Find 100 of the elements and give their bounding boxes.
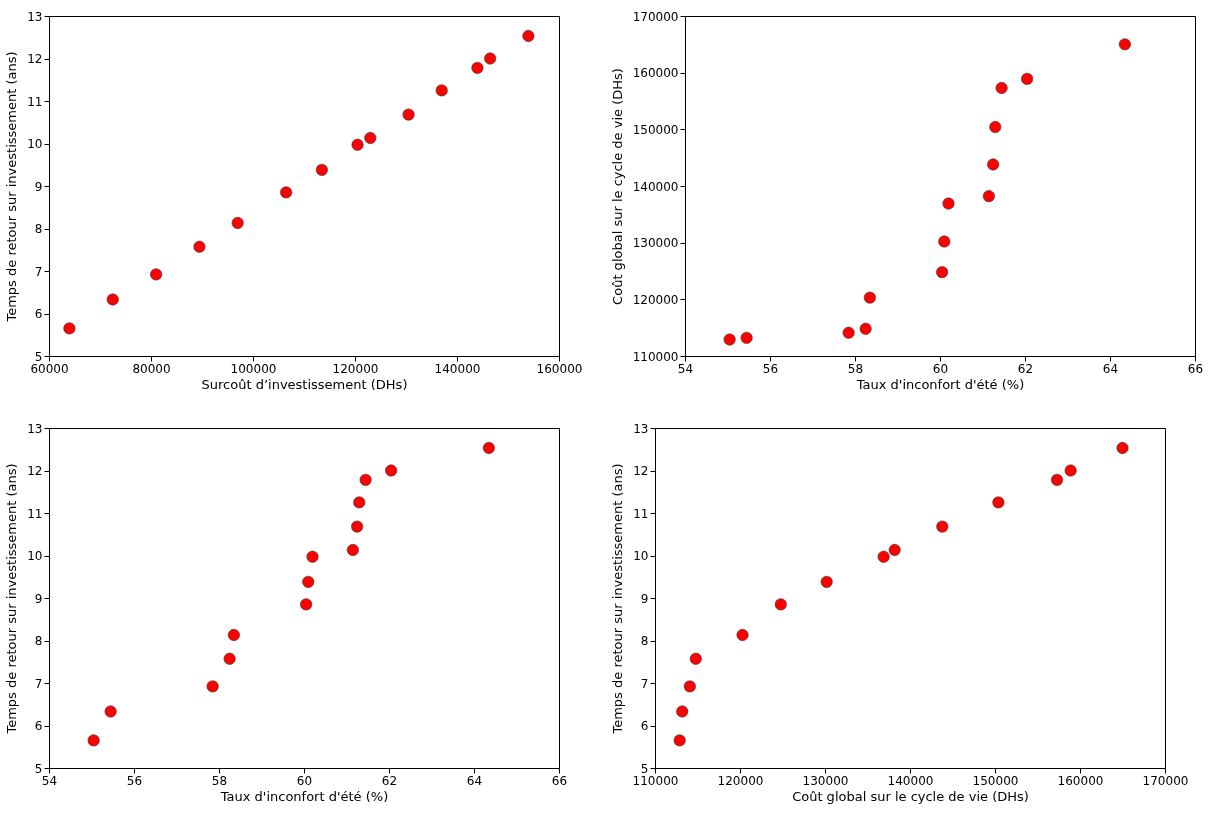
y-tick-label: 13 [27, 9, 43, 24]
point [87, 734, 100, 747]
y-tick-label: 8 [34, 222, 43, 236]
y-tick-label: 150000 [632, 122, 679, 137]
x-tick-label: 60 [932, 361, 949, 376]
point [351, 138, 364, 151]
x-tick-label: 64 [1102, 361, 1119, 376]
y-tick-label: 170000 [632, 9, 679, 24]
point [1064, 464, 1077, 477]
point [227, 628, 240, 641]
point [1051, 473, 1064, 486]
y-tick-label: 6 [34, 719, 43, 733]
point [231, 216, 244, 229]
point [989, 121, 1002, 134]
point [359, 473, 372, 486]
x-tick-label: 170000 [1142, 773, 1189, 788]
point [364, 131, 377, 144]
x-axis-title: Taux d'inconfort d'été (%) [855, 376, 1025, 392]
point [351, 520, 364, 533]
point [689, 652, 702, 665]
y-tick-label: 9 [640, 591, 649, 606]
y-tick-label: 12 [27, 52, 43, 66]
x-tick-label: 54 [41, 773, 58, 788]
point [942, 197, 955, 210]
x-tick-label: 64 [466, 773, 483, 788]
y-axis-title: Coût global sur le cycle de vie (DHs) [609, 68, 625, 305]
y-tick-label: 7 [640, 676, 649, 691]
point [471, 61, 484, 74]
y-tick-label: 11 [27, 94, 43, 109]
x-tick-label: 58 [211, 773, 228, 788]
y-tick-label: 12 [633, 464, 649, 478]
point [683, 680, 696, 693]
point [353, 496, 366, 509]
point [1116, 441, 1129, 454]
point [280, 186, 293, 199]
y-tick-label: 9 [34, 179, 43, 194]
y-tick-label: 140000 [632, 179, 679, 194]
y-tick-label: 6 [34, 307, 43, 321]
point [315, 163, 328, 176]
x-axis-title: Coût global sur le cycle de vie (DHs) [792, 788, 1029, 804]
x-tick-label: 62 [381, 773, 398, 788]
x-tick-label: 60000 [30, 361, 69, 376]
point [938, 235, 951, 248]
point [522, 29, 535, 42]
point [193, 240, 206, 253]
point [723, 333, 736, 346]
point [385, 464, 398, 477]
y-tick-label: 11 [633, 506, 649, 521]
point [482, 441, 495, 454]
y-tick-label: 13 [633, 421, 649, 436]
point [484, 52, 497, 65]
y-tick-label: 11 [27, 506, 43, 521]
point [740, 331, 753, 344]
x-axis-title: Taux d'inconfort d'été (%) [219, 788, 389, 804]
y-tick-label: 10 [633, 549, 649, 563]
point [992, 496, 1005, 509]
point [936, 520, 949, 533]
x-tick-label: 120000 [332, 361, 379, 376]
point [842, 326, 855, 339]
y-tick-label: 110000 [632, 349, 679, 364]
x-tick-label: 160000 [536, 361, 583, 376]
x-tick-label: 56 [126, 773, 143, 788]
y-tick-label: 9 [34, 591, 43, 606]
x-tick-label: 56 [762, 361, 779, 376]
point [63, 322, 76, 335]
point [1021, 72, 1034, 85]
y-tick-label: 5 [34, 761, 43, 776]
point [863, 291, 876, 304]
x-tick-label: 80000 [132, 361, 171, 376]
point [306, 550, 319, 563]
point [1118, 38, 1131, 51]
y-tick-label: 160000 [632, 66, 679, 81]
y-tick-label: 8 [34, 634, 43, 648]
y-tick-label: 5 [34, 349, 43, 364]
x-tick-label: 140000 [434, 361, 481, 376]
x-axis-title: Surcoût d’investissement (DHs) [201, 376, 408, 392]
y-axis-title: Temps de retour sur investissement (ans) [4, 51, 20, 323]
y-tick-label: 120000 [632, 292, 679, 307]
x-tick-label: 66 [1187, 361, 1204, 376]
point [859, 322, 872, 335]
point [106, 293, 119, 306]
y-tick-label: 12 [27, 464, 43, 478]
x-tick-label: 140000 [887, 773, 934, 788]
point [774, 598, 787, 611]
point [936, 266, 949, 279]
point [736, 628, 749, 641]
point [300, 598, 313, 611]
y-axis-title: Temps de retour sur investissement (ans) [610, 463, 626, 735]
x-tick-label: 66 [551, 773, 568, 788]
point [987, 158, 1000, 171]
y-tick-label: 8 [640, 634, 649, 648]
point [982, 190, 995, 203]
point [402, 108, 415, 121]
x-tick-label: 54 [677, 361, 694, 376]
x-tick-label: 100000 [230, 361, 277, 376]
y-tick-label: 10 [27, 137, 43, 151]
point [150, 268, 163, 281]
point [676, 705, 689, 718]
y-tick-label: 6 [640, 719, 649, 733]
point [104, 705, 117, 718]
